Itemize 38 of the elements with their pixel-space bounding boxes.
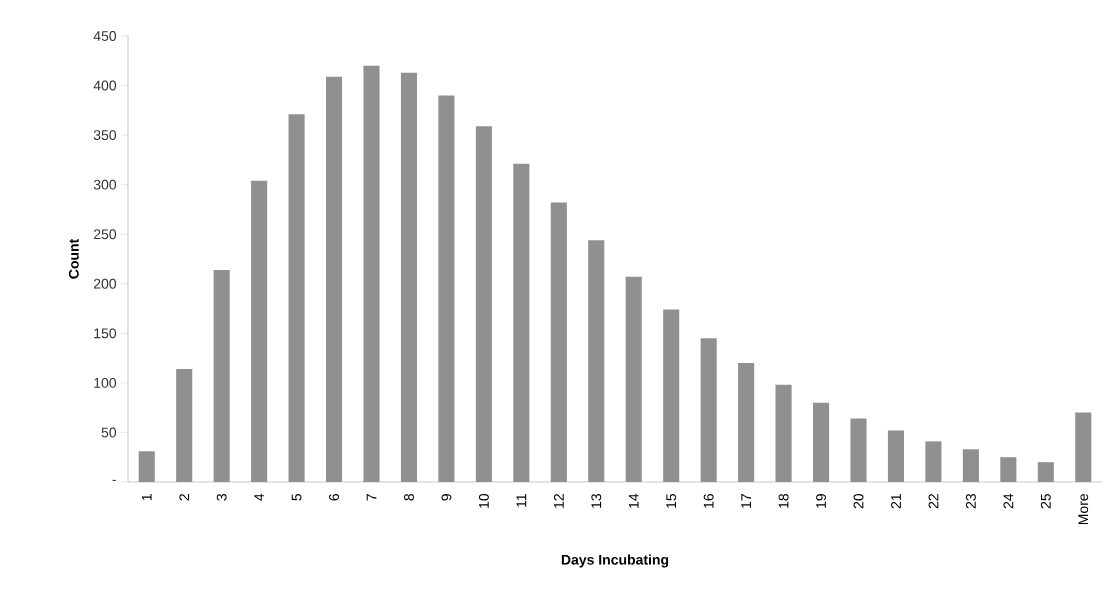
x-tick-label: 16 (703, 493, 714, 508)
x-tick-label: 4 (254, 493, 264, 501)
y-tick-label: 100 (94, 377, 117, 388)
x-tick-label: 9 (441, 494, 452, 501)
x-tick-label: 21 (891, 494, 901, 509)
x-tick-label: 18 (778, 493, 789, 508)
x-tick-label: 23 (965, 493, 976, 509)
x-tick-label: 17 (741, 494, 751, 508)
x-tick-label: 19 (816, 494, 826, 508)
x-tick-label: 11 (516, 494, 527, 507)
x-tick-label: 1 (141, 494, 152, 501)
y-tick-label: 450 (93, 31, 117, 41)
y-tick-label: 50 (101, 427, 117, 438)
x-tick-label: 5 (291, 493, 302, 501)
y-tick-label: 150 (94, 328, 117, 339)
x-tick-label: 20 (853, 493, 864, 509)
x-tick-label: 14 (628, 493, 639, 508)
x-axis-title: Days Incubating (561, 554, 669, 568)
x-tick-label: 7 (366, 494, 377, 501)
x-tick-label: 12 (553, 494, 564, 508)
y-tick-label: 350 (93, 130, 117, 141)
x-tick-label: 15 (666, 493, 677, 508)
y-axis-title: Count (68, 238, 79, 279)
y-tick-label: - (112, 479, 116, 481)
x-tick-label: 22 (928, 494, 939, 509)
x-tick-label: 6 (329, 493, 340, 501)
x-tick-label: 13 (591, 493, 602, 508)
x-tick-label: More (1078, 494, 1089, 525)
y-tick-label: 250 (93, 229, 117, 240)
y-tick-label: 200 (93, 278, 117, 289)
x-tick-label: 2 (179, 494, 190, 501)
y-tick-label: 300 (93, 179, 117, 190)
x-tick-label: 25 (1040, 493, 1051, 509)
x-tick-label: 24 (1003, 493, 1014, 509)
x-tick-label: 8 (404, 493, 414, 501)
x-tick-label: 3 (216, 493, 227, 501)
y-tick-label: 400 (93, 80, 117, 91)
x-tick-label: 10 (478, 493, 489, 508)
